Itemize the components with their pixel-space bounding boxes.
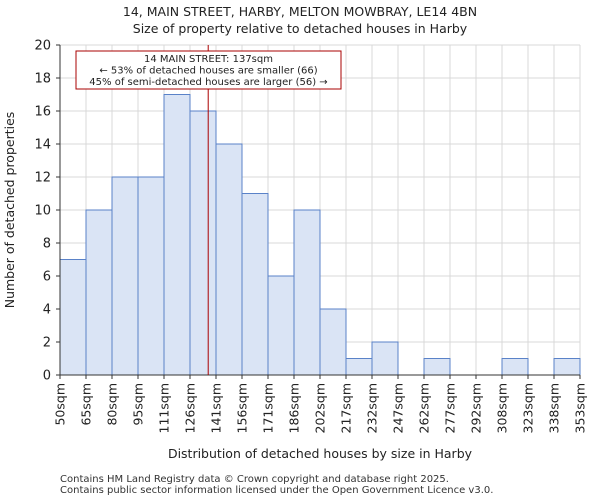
x-tick-label: 95sqm (131, 383, 146, 426)
y-tick-label: 18 (34, 72, 51, 87)
histogram-bar (137, 176, 165, 376)
x-tick-label: 126sqm (183, 383, 198, 433)
histogram-bar (319, 308, 347, 376)
annotation-box (75, 50, 342, 90)
x-tick-label: 323sqm (521, 383, 536, 433)
histogram-bar (59, 259, 87, 376)
histogram-bar (267, 275, 295, 376)
x-tick-label: 292sqm (469, 383, 484, 433)
x-tick-label: 80sqm (105, 383, 120, 426)
x-tick-label: 217sqm (339, 383, 354, 433)
x-tick-label: 50sqm (53, 383, 68, 426)
y-tick-label: 10 (34, 204, 51, 219)
y-tick-label: 0 (43, 369, 51, 384)
x-tick-label: 186sqm (287, 383, 302, 433)
y-tick-label: 4 (43, 303, 51, 318)
histogram-bar (85, 209, 113, 376)
x-tick-label: 202sqm (313, 383, 328, 433)
footer-line-2: Contains public sector information licen… (60, 485, 494, 496)
annotation-line: 14 MAIN STREET: 137sqm (144, 54, 273, 65)
histogram-bar (293, 209, 321, 376)
x-tick-label: 353sqm (573, 383, 588, 433)
histogram-bar (163, 94, 191, 376)
histogram-bar (215, 143, 243, 376)
x-axis-label: Distribution of detached houses by size … (168, 446, 473, 461)
y-tick-label: 20 (34, 39, 51, 54)
chart-title: 14, MAIN STREET, HARBY, MELTON MOWBRAY, … (122, 4, 478, 19)
annotation-line: 45% of semi-detached houses are larger (… (89, 77, 327, 88)
x-tick-label: 232sqm (365, 383, 380, 433)
histogram-bar (371, 341, 399, 376)
annotation-line: ← 53% of detached houses are smaller (66… (99, 66, 317, 77)
x-tick-label: 156sqm (235, 383, 250, 433)
histogram-bar (345, 358, 373, 376)
x-tick-label: 141sqm (209, 383, 224, 433)
x-tick-label: 308sqm (495, 383, 510, 433)
y-tick-label: 16 (34, 105, 51, 120)
histogram-bar (501, 358, 529, 376)
y-tick-label: 8 (43, 237, 51, 252)
x-tick-label: 65sqm (79, 383, 94, 426)
y-tick-label: 14 (34, 138, 51, 153)
y-tick-label: 2 (43, 336, 51, 351)
y-axis-label: Number of detached properties (2, 112, 17, 309)
histogram-bar (553, 358, 581, 376)
histogram-bar (241, 193, 269, 376)
x-tick-label: 171sqm (261, 383, 276, 433)
y-tick-label: 12 (34, 171, 51, 186)
y-tick-label: 6 (43, 270, 51, 285)
chart-subtitle: Size of property relative to detached ho… (132, 21, 468, 36)
x-tick-label: 262sqm (417, 383, 432, 433)
x-tick-label: 277sqm (443, 383, 458, 433)
x-tick-label: 111sqm (157, 383, 172, 433)
footer-line-1: Contains HM Land Registry data © Crown c… (60, 474, 449, 485)
x-tick-label: 247sqm (391, 383, 406, 433)
histogram-bar (189, 110, 217, 376)
histogram-bar (111, 176, 139, 376)
histogram-bar (423, 358, 451, 376)
x-tick-label: 338sqm (547, 383, 562, 433)
